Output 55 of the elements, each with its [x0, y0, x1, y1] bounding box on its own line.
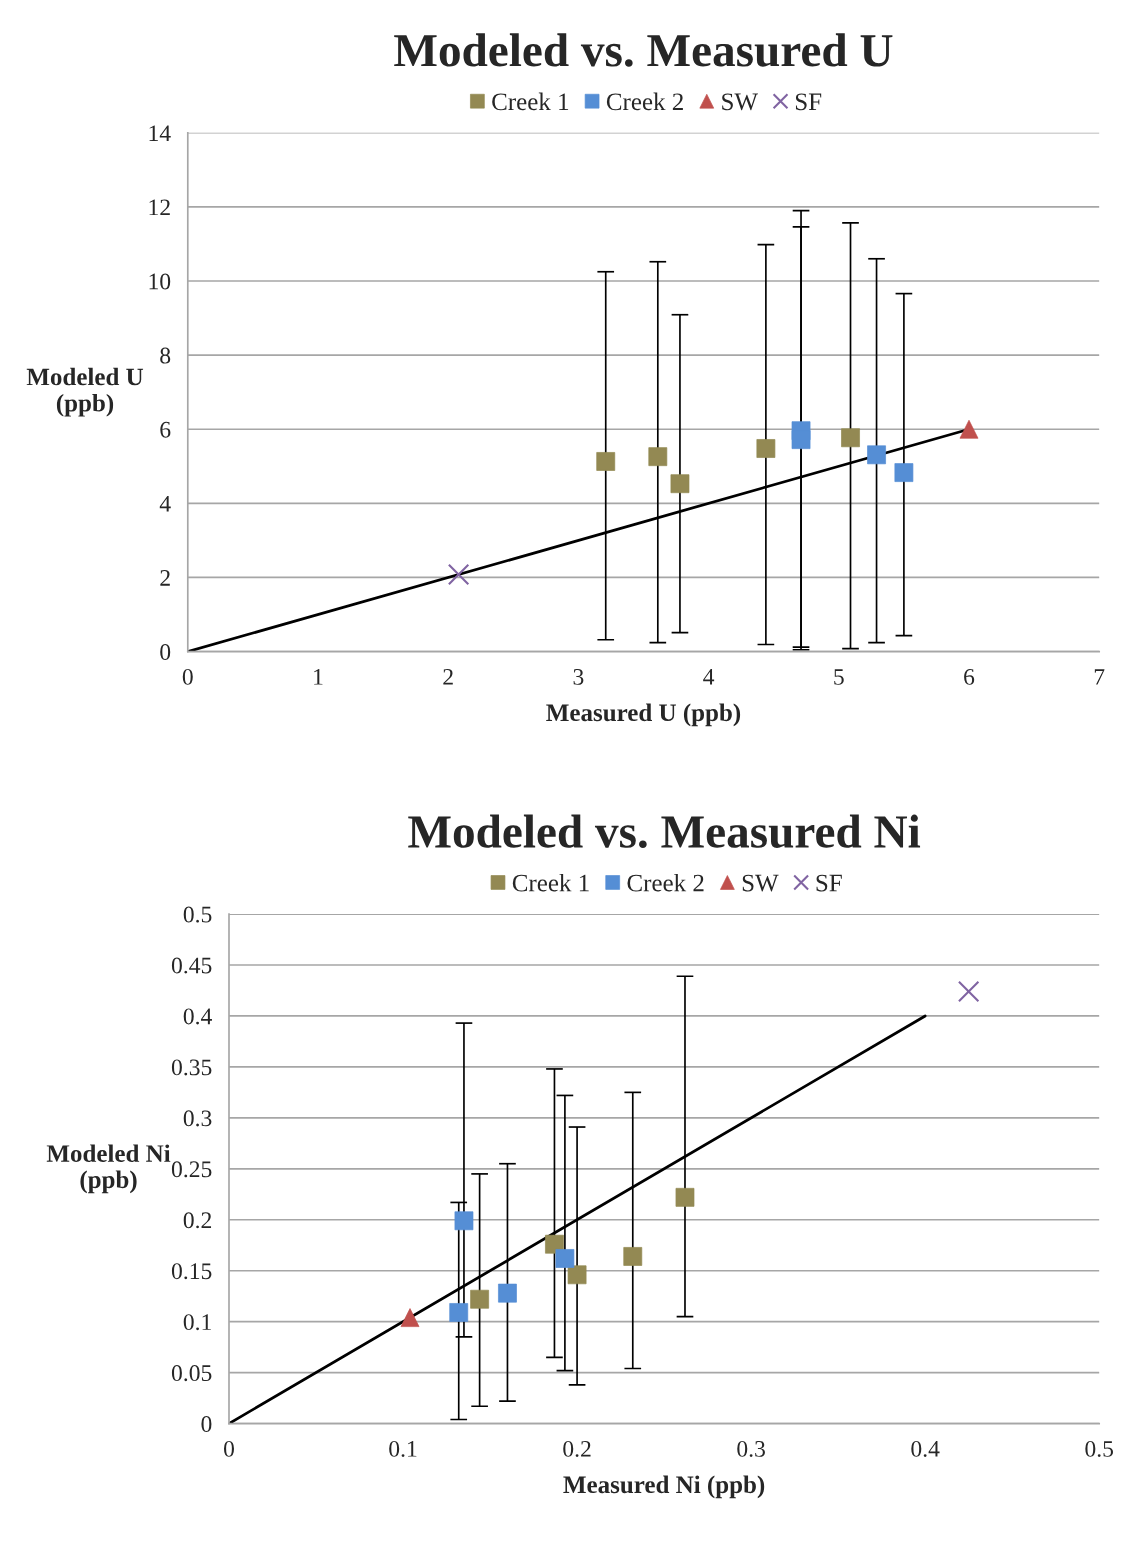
y-tick-label: 4: [159, 495, 171, 512]
y-tick-label: 10: [149, 273, 171, 290]
chart-title: Modeled vs. Measured U: [394, 33, 893, 67]
legend-label: Creek 2: [606, 92, 683, 111]
y-axis-title: Modeled U (ppb): [26, 367, 144, 417]
y-tick-label: 0.45: [171, 957, 212, 974]
x-tick-label: 0: [224, 1440, 234, 1457]
y-tick-label: 0: [201, 1416, 212, 1432]
y-tick-label: 8: [160, 347, 171, 364]
point: [555, 1249, 575, 1268]
chart-title: Modeled vs. Measured Ni: [408, 814, 921, 849]
y-tick-label: 0.1: [183, 1314, 211, 1331]
legend-label: SW: [742, 874, 779, 892]
point: [447, 563, 470, 586]
point: [623, 1247, 643, 1266]
x-tick-label: 5: [834, 669, 844, 685]
y-tick-label: 12: [149, 199, 170, 216]
point: [449, 1303, 469, 1322]
y-tick-label: 0.15: [171, 1263, 212, 1280]
x-tick-label: 0.4: [911, 1440, 940, 1457]
y-tick-label: 14: [149, 125, 171, 141]
x-tick-label: 7: [1094, 669, 1105, 685]
y-tick-label: 0.5: [183, 906, 212, 923]
x-tick-label: 6: [964, 668, 975, 685]
point: [498, 1283, 517, 1303]
y-tick-label: 6: [160, 421, 171, 438]
y-tick-label: 0.35: [171, 1059, 212, 1076]
x-axis-title: Measured Ni (ppb): [563, 1475, 765, 1499]
y-tick-label: 0: [160, 644, 171, 660]
y-tick-label: 0.25: [171, 1161, 212, 1178]
y-tick-label: 0.05: [171, 1365, 212, 1382]
y-tick-label: 0.4: [183, 1008, 212, 1025]
x-tick-label: 0.2: [563, 1440, 591, 1457]
legend-label: SF: [795, 93, 822, 111]
legend-label: Creek 1: [492, 92, 569, 111]
point: [867, 445, 886, 465]
point: [841, 428, 860, 448]
legend-label: Creek 1: [512, 873, 589, 892]
x-tick-label: 2: [443, 668, 453, 685]
x-tick-label: 0.5: [1085, 1440, 1114, 1457]
x-tick-label: 0.3: [737, 1440, 765, 1457]
x-tick-label: 3: [573, 668, 584, 685]
x-tick-label: 0.1: [389, 1440, 417, 1457]
x-tick-label: 4: [703, 669, 715, 685]
y-tick-label: 0.3: [183, 1110, 212, 1127]
legend-label: SF: [816, 874, 842, 892]
y-tick-label: 0.2: [183, 1212, 212, 1229]
x-tick-label: 1: [314, 669, 323, 685]
point: [470, 1289, 489, 1309]
y-axis-title: Modeled Ni (ppb): [46, 1144, 171, 1194]
x-axis-title: Measured U (ppb): [546, 703, 741, 727]
y-tick-label: 2: [160, 570, 170, 586]
legend-label: Creek 2: [627, 873, 704, 892]
legend-label: SW: [722, 93, 758, 111]
point: [957, 980, 980, 1003]
